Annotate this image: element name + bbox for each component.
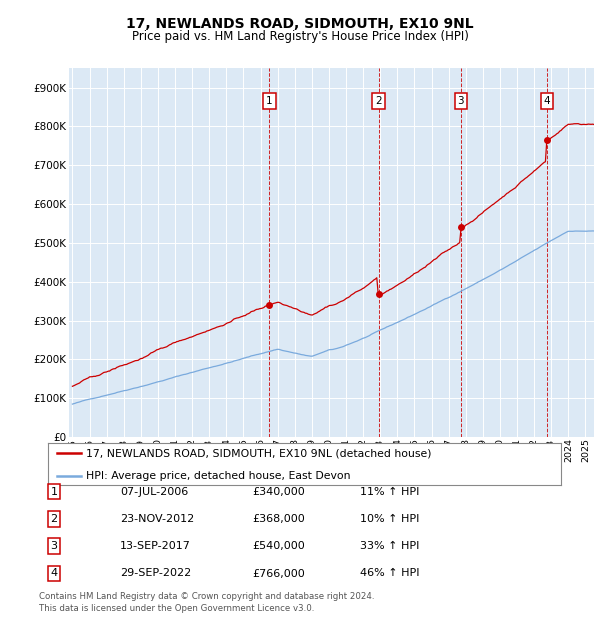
Text: 10% ↑ HPI: 10% ↑ HPI [360,514,419,524]
Text: This data is licensed under the Open Government Licence v3.0.: This data is licensed under the Open Gov… [39,603,314,613]
Text: £368,000: £368,000 [252,514,305,524]
Text: £540,000: £540,000 [252,541,305,551]
Text: 17, NEWLANDS ROAD, SIDMOUTH, EX10 9NL (detached house): 17, NEWLANDS ROAD, SIDMOUTH, EX10 9NL (d… [86,448,432,458]
Text: 11% ↑ HPI: 11% ↑ HPI [360,487,419,497]
Text: 13-SEP-2017: 13-SEP-2017 [120,541,191,551]
Text: 2: 2 [50,514,58,524]
Text: 23-NOV-2012: 23-NOV-2012 [120,514,194,524]
Text: 29-SEP-2022: 29-SEP-2022 [120,569,191,578]
Text: 4: 4 [544,96,550,106]
Text: 33% ↑ HPI: 33% ↑ HPI [360,541,419,551]
Text: 3: 3 [457,96,464,106]
Text: £340,000: £340,000 [252,487,305,497]
Text: HPI: Average price, detached house, East Devon: HPI: Average price, detached house, East… [86,471,351,480]
Text: 46% ↑ HPI: 46% ↑ HPI [360,569,419,578]
Text: 3: 3 [50,541,58,551]
Text: 1: 1 [266,96,273,106]
Text: £766,000: £766,000 [252,569,305,578]
Text: 2: 2 [375,96,382,106]
Text: Contains HM Land Registry data © Crown copyright and database right 2024.: Contains HM Land Registry data © Crown c… [39,592,374,601]
Text: 17, NEWLANDS ROAD, SIDMOUTH, EX10 9NL: 17, NEWLANDS ROAD, SIDMOUTH, EX10 9NL [126,17,474,32]
Text: 4: 4 [50,569,58,578]
Text: 1: 1 [50,487,58,497]
Text: Price paid vs. HM Land Registry's House Price Index (HPI): Price paid vs. HM Land Registry's House … [131,30,469,43]
Text: 07-JUL-2006: 07-JUL-2006 [120,487,188,497]
